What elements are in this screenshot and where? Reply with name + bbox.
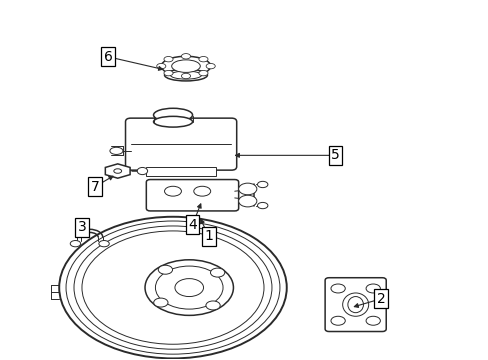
Text: 4: 4 [188,218,197,232]
Text: 3: 3 [78,220,86,234]
Ellipse shape [181,54,190,59]
Ellipse shape [153,116,192,127]
Ellipse shape [153,108,192,122]
Ellipse shape [205,301,220,310]
Ellipse shape [199,57,207,62]
Ellipse shape [163,57,173,62]
Ellipse shape [158,265,172,274]
Ellipse shape [342,293,368,316]
Ellipse shape [110,147,122,154]
Ellipse shape [161,56,210,76]
Ellipse shape [114,169,122,173]
FancyBboxPatch shape [325,278,386,332]
Ellipse shape [163,71,173,76]
Text: 5: 5 [330,148,339,162]
Ellipse shape [153,298,168,307]
Text: 6: 6 [103,50,112,64]
Ellipse shape [238,195,256,207]
Ellipse shape [257,202,267,209]
Ellipse shape [347,297,363,313]
Ellipse shape [366,284,380,293]
Ellipse shape [59,217,286,359]
Ellipse shape [155,266,223,309]
Ellipse shape [164,186,181,196]
Ellipse shape [238,183,256,195]
Ellipse shape [199,71,207,76]
Ellipse shape [164,69,207,81]
Ellipse shape [157,63,165,69]
Ellipse shape [257,181,267,188]
Text: 2: 2 [376,292,385,306]
Ellipse shape [181,73,190,79]
FancyBboxPatch shape [125,118,236,170]
Ellipse shape [206,63,215,69]
Ellipse shape [193,186,210,196]
Ellipse shape [145,260,233,315]
Ellipse shape [210,268,224,277]
Text: 1: 1 [204,229,213,243]
Text: 7: 7 [90,180,99,194]
Polygon shape [105,164,130,178]
FancyBboxPatch shape [146,180,238,211]
Ellipse shape [366,316,380,325]
Ellipse shape [170,71,201,79]
Ellipse shape [70,240,81,247]
Ellipse shape [330,284,345,293]
Ellipse shape [175,279,203,297]
Bar [145,167,216,176]
Ellipse shape [171,60,200,72]
Ellipse shape [330,316,345,325]
Ellipse shape [137,167,147,175]
Ellipse shape [99,240,109,247]
